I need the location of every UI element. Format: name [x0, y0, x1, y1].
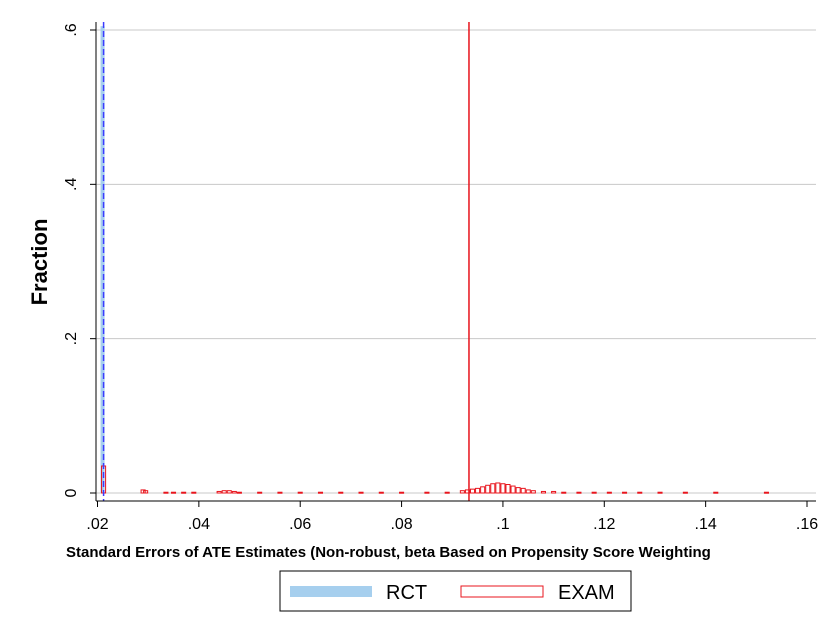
x-tick-label: .14 — [695, 516, 717, 533]
gridlines — [96, 29, 816, 494]
histogram-bar-exam — [622, 491, 628, 494]
histogram-bar-exam — [500, 483, 506, 494]
histogram-bar-exam — [226, 490, 232, 494]
histogram-bar-exam — [143, 490, 149, 494]
histogram-bar-exam — [525, 489, 531, 494]
histogram-bar-exam — [490, 483, 496, 494]
histogram-bar-exam — [591, 491, 597, 494]
legend: RCT EXAM — [279, 570, 632, 612]
histogram-bar-exam — [444, 491, 450, 494]
legend-label-exam: EXAM — [558, 582, 615, 604]
histogram-bar-exam — [606, 491, 612, 494]
histogram-bar-exam — [637, 491, 643, 494]
y-tick-label: .6 — [63, 23, 80, 36]
histogram-bar-exam — [530, 490, 536, 494]
histogram-bar-exam — [191, 491, 197, 494]
tick-labels: .02 .04 .06 .08 .1 .12 .14 .16 0 .2 .4 .6 — [63, 23, 818, 533]
histogram-bar-exam — [170, 491, 177, 494]
y-tick-label: .4 — [63, 178, 80, 191]
histogram-bar-exam — [551, 490, 557, 494]
histogram-bars — [100, 26, 769, 494]
histogram-bar-exam — [515, 487, 521, 494]
histogram-bar-exam — [378, 491, 384, 494]
histogram-bar-exam — [485, 484, 491, 494]
x-axis-title: Standard Errors of ATE Estimates (Non-ro… — [66, 544, 711, 561]
legend-label-rct: RCT — [386, 582, 427, 604]
histogram-bar-exam — [763, 491, 769, 494]
histogram-bar-exam — [520, 487, 526, 494]
x-tick-label: .16 — [796, 516, 818, 533]
histogram-bar-exam — [424, 491, 430, 494]
histogram-bar-exam — [540, 490, 546, 494]
histogram-bar-exam — [459, 490, 465, 494]
histogram-bar-exam — [682, 491, 688, 494]
histogram-bar-exam — [713, 491, 719, 494]
histogram-bar-exam — [236, 491, 242, 494]
histogram-bar-exam — [495, 482, 501, 494]
histogram-bar-exam — [358, 491, 364, 494]
legend-key-rct — [290, 586, 372, 597]
x-tick-label: .06 — [289, 516, 311, 533]
histogram-bar-exam — [140, 489, 146, 494]
histogram-bar-exam — [257, 491, 263, 494]
histogram-bar-exam — [505, 484, 511, 494]
histogram-bar-exam — [469, 488, 476, 494]
legend-key-exam — [460, 585, 544, 598]
x-tick-label: .02 — [86, 516, 108, 533]
histogram-bar-exam — [317, 491, 324, 494]
histogram-bar-exam — [216, 490, 222, 494]
histogram-bar-exam — [475, 487, 481, 494]
histogram-bar-exam — [576, 491, 582, 494]
histogram-bar-exam — [297, 491, 303, 494]
x-tick-label: .12 — [593, 516, 615, 533]
histogram-bar-exam — [561, 491, 567, 494]
axes — [90, 22, 816, 507]
histogram-bar-exam — [657, 491, 663, 494]
x-tick-label: .1 — [496, 516, 509, 533]
histogram-bar-exam — [231, 490, 237, 494]
histogram-bar-exam — [510, 485, 516, 494]
histogram-bar-exam — [399, 491, 405, 494]
histogram-bar-exam — [181, 491, 187, 494]
x-tick-label: .04 — [188, 516, 210, 533]
histogram-bar-exam — [480, 486, 486, 494]
y-tick-label: .2 — [63, 332, 80, 345]
y-axis-title: Fraction — [27, 219, 52, 306]
histogram-bar-exam — [277, 491, 283, 494]
reference-lines — [102, 22, 470, 501]
histogram-bar-exam — [163, 491, 169, 494]
histogram-bar-exam — [338, 491, 344, 494]
histogram-bar-rct — [100, 26, 105, 494]
y-tick-label: 0 — [63, 488, 80, 497]
histogram-bar-exam — [221, 490, 227, 494]
x-tick-label: .08 — [390, 516, 412, 533]
